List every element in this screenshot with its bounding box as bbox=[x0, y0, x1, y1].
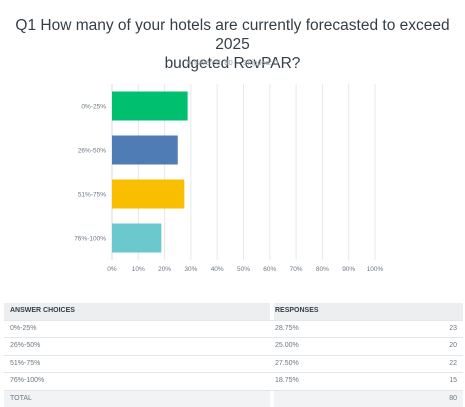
x-tick-label: 10% bbox=[132, 266, 145, 273]
responses-table: ANSWER CHOICES RESPONSES 0%-25% 28.75% 2… bbox=[4, 303, 463, 407]
row-choice: 0%-25% bbox=[10, 321, 36, 338]
table-row: 26%-50% 25.00% 20 bbox=[4, 338, 463, 356]
row-choice: 26%-50% bbox=[10, 338, 40, 355]
x-tick-label: 70% bbox=[290, 266, 303, 273]
bar bbox=[112, 92, 188, 121]
row-count: 15 bbox=[449, 373, 457, 390]
x-tick-label: 90% bbox=[342, 266, 355, 273]
row-percent: 27.50% bbox=[275, 356, 299, 373]
x-tick-label: 60% bbox=[263, 266, 276, 273]
bar bbox=[112, 180, 184, 209]
total-count: 80 bbox=[449, 391, 457, 407]
x-tick-label: 100% bbox=[367, 266, 384, 273]
row-choice: 51%-75% bbox=[10, 356, 40, 373]
x-tick-label: 40% bbox=[211, 266, 224, 273]
row-choice: 76%-100% bbox=[10, 373, 44, 390]
header-answer-choices: ANSWER CHOICES bbox=[10, 303, 75, 320]
x-tick-label: 30% bbox=[184, 266, 197, 273]
column-separator bbox=[270, 391, 274, 407]
row-count: 22 bbox=[449, 356, 457, 373]
table-total-row: TOTAL 80 bbox=[4, 391, 463, 407]
column-separator bbox=[270, 373, 274, 390]
row-count: 23 bbox=[449, 321, 457, 338]
table-row: 76%-100% 18.75% 15 bbox=[4, 373, 463, 391]
header-responses: RESPONSES bbox=[275, 303, 319, 320]
row-percent: 25.00% bbox=[275, 338, 299, 355]
bar bbox=[112, 224, 161, 253]
total-label: TOTAL bbox=[10, 391, 32, 407]
table-row: 0%-25% 28.75% 23 bbox=[4, 321, 463, 339]
bar-chart: 0% 10% 20% 30% 40% 50% 60% 70% 80% 90% 100% 0%-25% 2… bbox=[0, 0, 465, 300]
bar bbox=[112, 136, 178, 165]
category-label: 0%-25% bbox=[81, 103, 106, 110]
column-separator bbox=[270, 321, 274, 338]
column-separator bbox=[270, 303, 274, 320]
category-label: 26%-50% bbox=[78, 147, 106, 154]
row-percent: 18.75% bbox=[275, 373, 299, 390]
category-label: 51%-75% bbox=[78, 191, 106, 198]
row-count: 20 bbox=[449, 338, 457, 355]
x-tick-label: 20% bbox=[158, 266, 171, 273]
table-header-row: ANSWER CHOICES RESPONSES bbox=[4, 303, 463, 321]
column-separator bbox=[270, 338, 274, 355]
x-tick-label: 0% bbox=[107, 266, 117, 273]
x-tick-label: 80% bbox=[316, 266, 329, 273]
table-row: 51%-75% 27.50% 22 bbox=[4, 356, 463, 374]
column-separator bbox=[270, 356, 274, 373]
category-label: 76%-100% bbox=[74, 235, 106, 242]
x-tick-label: 50% bbox=[237, 266, 250, 273]
row-percent: 28.75% bbox=[275, 321, 299, 338]
